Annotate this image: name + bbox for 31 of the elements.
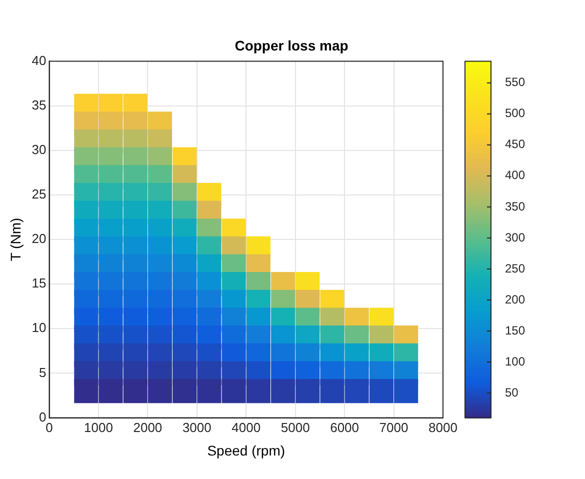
y-tick-label: 0 <box>39 409 46 424</box>
y-tick-label: 10 <box>32 320 46 336</box>
y-tick-label: 40 <box>32 52 46 68</box>
y-tick-label: 5 <box>39 364 46 380</box>
color-bar-label: 250 <box>504 261 526 276</box>
color-bar-label: 200 <box>504 292 526 306</box>
y-tick-label: 15 <box>32 276 46 291</box>
color-bar-label: 500 <box>504 106 526 120</box>
x-tick-label: 7000 <box>379 420 408 436</box>
color-bar-label: 50 <box>504 385 519 400</box>
color-bar-label: 400 <box>504 168 526 182</box>
y-tick-label: 30 <box>32 142 46 157</box>
x-tick-label: 2000 <box>133 420 162 436</box>
y-tick-label: 25 <box>32 186 46 202</box>
x-tick-label: 3000 <box>182 420 212 436</box>
y-axis-title: T (Nm) <box>7 218 24 262</box>
x-tick-label: 8000 <box>428 420 458 436</box>
color-bar-label: 150 <box>504 323 526 338</box>
x-tick-label: 5000 <box>280 420 310 436</box>
color-bar-label: 100 <box>504 354 526 368</box>
x-axis-title: Speed (rpm) <box>207 442 286 459</box>
x-tick-label: 4000 <box>232 420 261 436</box>
x-tick-label: 6000 <box>330 420 360 436</box>
x-tick-label: 1000 <box>84 420 113 436</box>
color-bar-label: 450 <box>504 137 526 152</box>
color-bar-label: 550 <box>504 75 526 90</box>
y-tick-label: 35 <box>32 97 46 112</box>
chart-title: Copper loss map <box>234 38 348 54</box>
color-bar-label: 300 <box>504 230 526 244</box>
y-tick-label: 20 <box>32 231 46 246</box>
color-bar-label: 350 <box>504 199 526 214</box>
